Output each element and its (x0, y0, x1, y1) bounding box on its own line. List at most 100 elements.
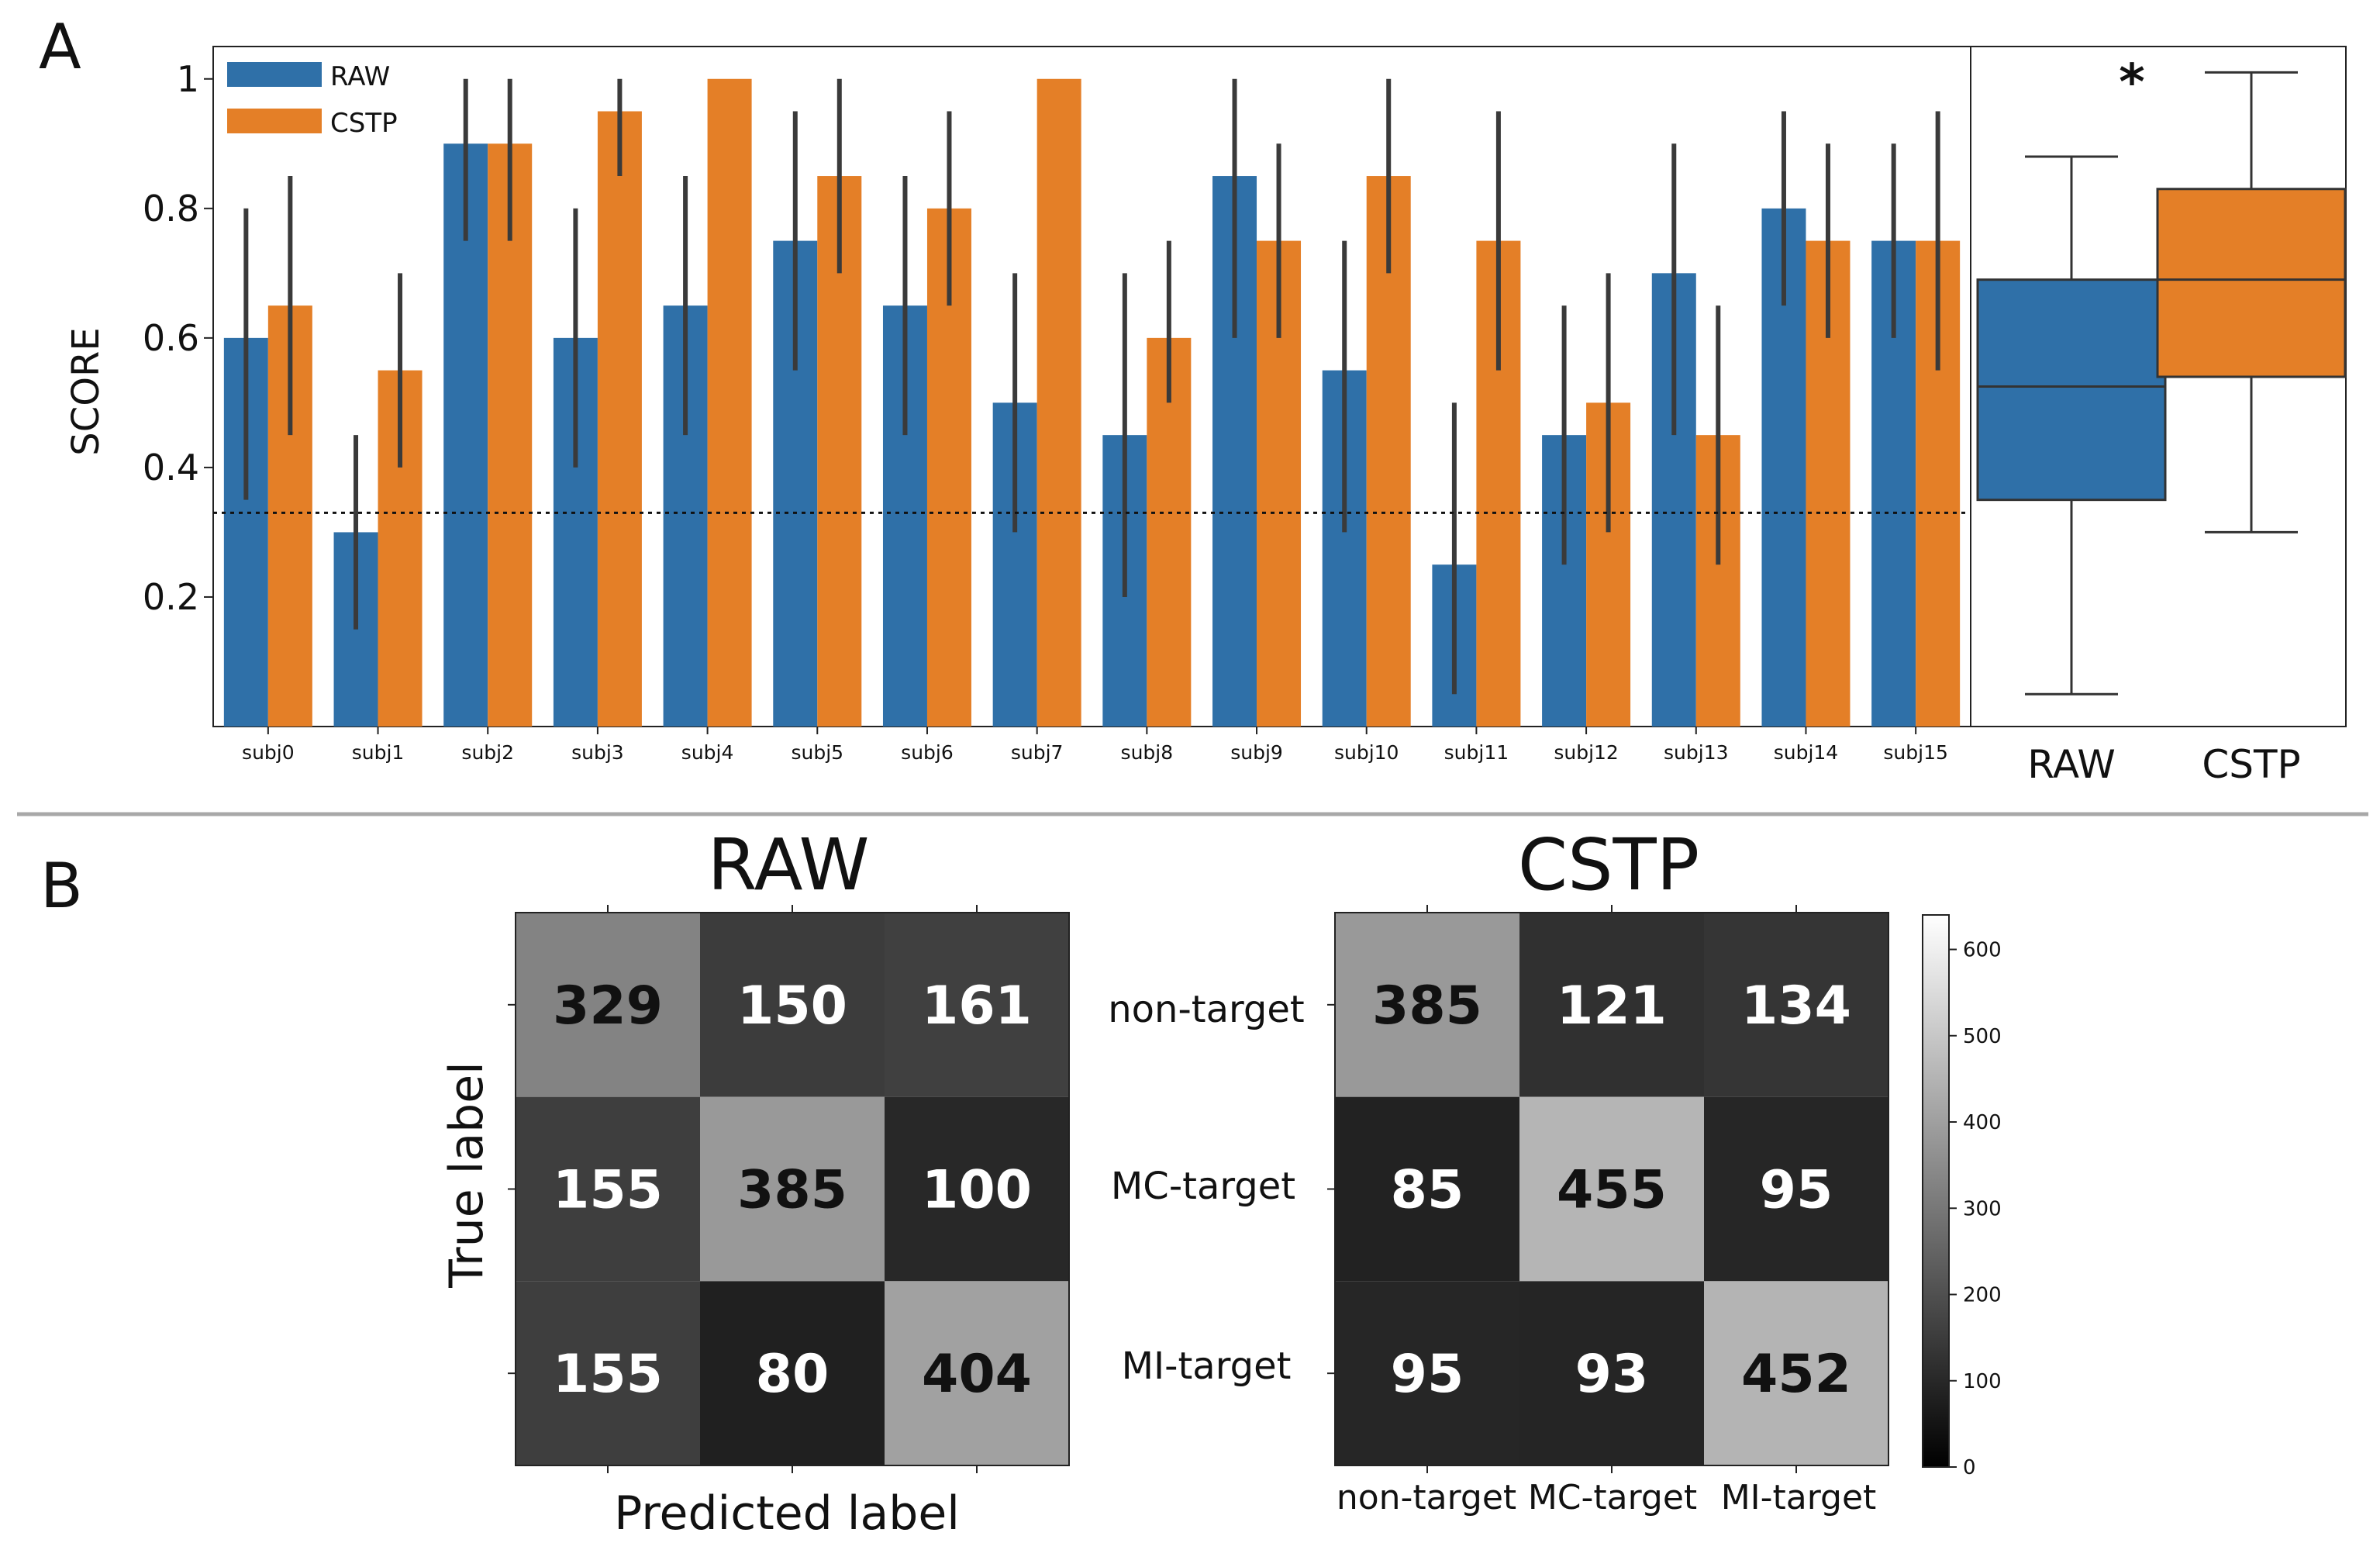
x-tick-label-subj3: subj3 (571, 741, 624, 764)
raw-cell-value: 100 (922, 1160, 1032, 1221)
raw-cell-value: 329 (553, 975, 663, 1037)
colorbar-tick-label: 100 (1963, 1370, 2002, 1393)
cstp-cell-1-1 (1519, 1096, 1704, 1282)
cstp-cell-value: 95 (1760, 1160, 1833, 1221)
raw-cell-value: 155 (553, 1160, 663, 1221)
cstp-cell-1-0 (1335, 1096, 1519, 1282)
raw-cell-value: 150 (737, 975, 847, 1037)
cstp-cell-value: 121 (1557, 975, 1667, 1037)
x-tick-label-subj12: subj12 (1554, 741, 1619, 764)
raw-cell-1-2 (885, 1096, 1069, 1282)
box-raw (1976, 278, 2167, 502)
bar-chart: 0.20.40.60.81 subj0 subj1 subj2 subj3 subj4 s… (64, 46, 1971, 764)
legend-label-cstp: CSTP (330, 108, 398, 139)
x-tick-label-subj15: subj15 (1883, 741, 1948, 764)
bar-series (223, 78, 1961, 727)
x-tick-label-subj13: subj13 (1664, 741, 1729, 764)
box-x-label-cstp: CSTP (2202, 742, 2300, 787)
cstp-cell-value: 85 (1391, 1160, 1464, 1221)
x-tick-label-subj5: subj5 (791, 741, 843, 764)
bar-error-bars (243, 78, 1940, 695)
box-plot-frame (1970, 46, 2347, 727)
raw-cell-1-0 (516, 1096, 700, 1282)
colorbar-gradient (1922, 914, 1950, 1468)
colorbar: 0 100 200 300 400 500 600 (1922, 914, 2002, 1479)
raw-y-axis-label: True label (440, 1061, 494, 1289)
cstp-cell-value: 95 (1391, 1344, 1464, 1405)
colorbar-tick-label: 300 (1963, 1197, 2002, 1220)
cstp-cell-0-2 (1704, 913, 1888, 1097)
cstp-cell-value: 93 (1575, 1344, 1649, 1405)
cstp-cell-value: 134 (1741, 975, 1851, 1037)
bar-cstp-subj4 (707, 78, 752, 727)
row-label-non-target: non-target (1108, 988, 1304, 1031)
raw-confusion-matrix: RAW 329 150 161 155 385 100 155 80 404 Predicted… (440, 823, 1070, 1541)
raw-cell-1-1 (700, 1096, 885, 1282)
raw-cell-value: 385 (737, 1160, 847, 1221)
panel-label-a: A (39, 11, 81, 83)
cstp-matrix-title: CSTP (1518, 823, 1699, 906)
cstp-cell-value: 455 (1557, 1160, 1667, 1221)
box-plot: RAW CSTP * (1970, 46, 2347, 787)
raw-cell-2-0 (516, 1281, 700, 1465)
x-tick-label-subj14: subj14 (1774, 741, 1839, 764)
raw-matrix-title: RAW (707, 823, 869, 906)
cstp-matrix-cells: 385 121 134 85 455 95 95 93 452 (1335, 913, 1888, 1465)
colorbar-tick-label: 600 (1963, 939, 2002, 962)
cstp-cell-0-0 (1335, 913, 1519, 1097)
raw-cell-0-0 (516, 913, 700, 1097)
x-tick-label-subj6: subj6 (901, 741, 954, 764)
cstp-matrix-ticks (1327, 905, 1797, 1473)
legend-label-raw: RAW (330, 61, 390, 92)
x-tick-label-subj0: subj0 (242, 741, 295, 764)
raw-cell-0-2 (885, 913, 1069, 1097)
x-tick-label-subj11: subj11 (1444, 741, 1509, 764)
x-tick-label-subj4: subj4 (681, 741, 734, 764)
cstp-cell-value: 385 (1372, 975, 1482, 1037)
x-tick-label-subj10: subj10 (1334, 741, 1399, 764)
raw-cell-value: 404 (922, 1344, 1032, 1405)
raw-matrix-ticks (508, 905, 978, 1473)
cstp-cell-2-2 (1704, 1281, 1888, 1465)
bar-x-axis: subj0 subj1 subj2 subj3 subj4 subj5 subj6 subj7… (242, 727, 1948, 764)
bar-y-axis-label: SCORE (64, 327, 108, 455)
box-cstp (2156, 188, 2347, 378)
cstp-cell-2-1 (1519, 1281, 1704, 1465)
colorbar-tick-label: 400 (1963, 1111, 2002, 1134)
bar-legend: RAW CSTP (227, 61, 398, 139)
box-series (1976, 71, 2347, 696)
cstp-cell-value: 452 (1741, 1344, 1851, 1405)
y-tick-label: 1 (177, 58, 199, 100)
y-tick-label: 0.6 (143, 317, 199, 359)
bar-y-axis: 0.2 0.4 0.6 0.8 1 (143, 58, 213, 618)
y-tick-label: 0.4 (143, 447, 199, 488)
y-tick-label: 0.2 (143, 576, 199, 618)
raw-cell-0-1 (700, 913, 885, 1097)
cstp-cell-0-1 (1519, 913, 1704, 1097)
colorbar-ticks: 0 100 200 300 400 500 600 (1949, 939, 2002, 1479)
x-tick-label-subj9: subj9 (1230, 741, 1283, 764)
x-tick-label-subj1: subj1 (352, 741, 405, 764)
bar-cstp-subj7 (1037, 78, 1081, 727)
raw-cell-value: 155 (553, 1344, 663, 1405)
y-tick-label: 0.8 (143, 188, 199, 230)
colorbar-tick-label: 500 (1963, 1025, 2002, 1048)
col-label-non-target: non-target (1337, 1478, 1516, 1517)
legend-swatch-raw (227, 62, 322, 87)
col-label-mc-target: MC-target (1528, 1478, 1697, 1517)
x-tick-label-subj8: subj8 (1121, 741, 1174, 764)
row-label-mc-target: MC-target (1111, 1165, 1295, 1208)
raw-x-axis-label: Predicted label (614, 1486, 960, 1541)
raw-cell-2-2 (885, 1281, 1069, 1465)
raw-cell-2-1 (700, 1281, 885, 1465)
colorbar-tick-label: 0 (1963, 1456, 1976, 1479)
box-x-label-raw: RAW (2027, 742, 2116, 787)
col-label-mi-target: MI-target (1721, 1478, 1877, 1517)
legend-swatch-cstp (227, 109, 322, 133)
cstp-cell-1-2 (1704, 1096, 1888, 1282)
row-label-mi-target: MI-target (1122, 1345, 1292, 1388)
raw-matrix-cells: 329 150 161 155 385 100 155 80 404 (516, 913, 1069, 1465)
bar-cstp-subj3 (597, 111, 642, 727)
